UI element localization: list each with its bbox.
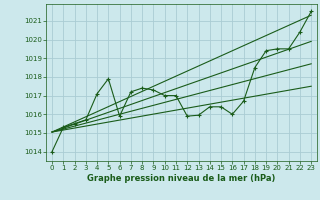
X-axis label: Graphe pression niveau de la mer (hPa): Graphe pression niveau de la mer (hPa) — [87, 174, 276, 183]
